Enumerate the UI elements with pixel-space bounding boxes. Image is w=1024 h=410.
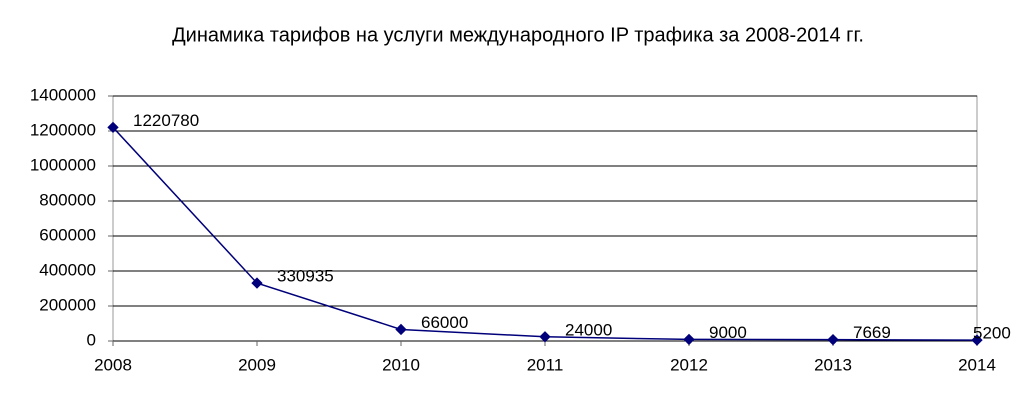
marker — [395, 323, 407, 336]
chart-title: Динамика тарифов на услуги международног… — [172, 24, 864, 46]
y-tick-label: 400000 — [39, 260, 96, 279]
x-tick-label: 2008 — [94, 355, 132, 374]
marker — [683, 333, 695, 346]
y-tick-label: 0 — [87, 330, 96, 349]
marker — [251, 277, 263, 289]
marker — [827, 334, 839, 346]
y-tick-label: 1400000 — [30, 85, 96, 104]
marker — [971, 334, 983, 346]
y-tick-label: 800000 — [39, 190, 96, 209]
series-line — [112, 126, 978, 341]
y-tick-label: 600000 — [39, 225, 96, 244]
x-tick-label: 2012 — [670, 355, 708, 374]
marker — [539, 331, 551, 343]
x-tick-label: 2010 — [382, 355, 420, 374]
x-tick-label: 2013 — [814, 355, 852, 374]
data-label: 7669 — [853, 323, 891, 342]
y-tick-label: 200000 — [39, 295, 96, 314]
data-label: 24000 — [565, 320, 612, 339]
y-tick-label: 1000000 — [30, 155, 96, 174]
x-tick-label: 2011 — [527, 355, 564, 374]
data-label: 5200 — [973, 324, 1011, 343]
data-label: 66000 — [421, 313, 468, 332]
y-tick-label: 1200000 — [30, 120, 96, 139]
x-tick-label: 2009 — [238, 355, 276, 374]
plot-area — [112, 95, 978, 342]
data-label: 1220780 — [133, 111, 199, 130]
data-label: 9000 — [709, 323, 747, 342]
data-label: 330935 — [277, 267, 334, 286]
x-tick-label: 2014 — [958, 355, 996, 374]
